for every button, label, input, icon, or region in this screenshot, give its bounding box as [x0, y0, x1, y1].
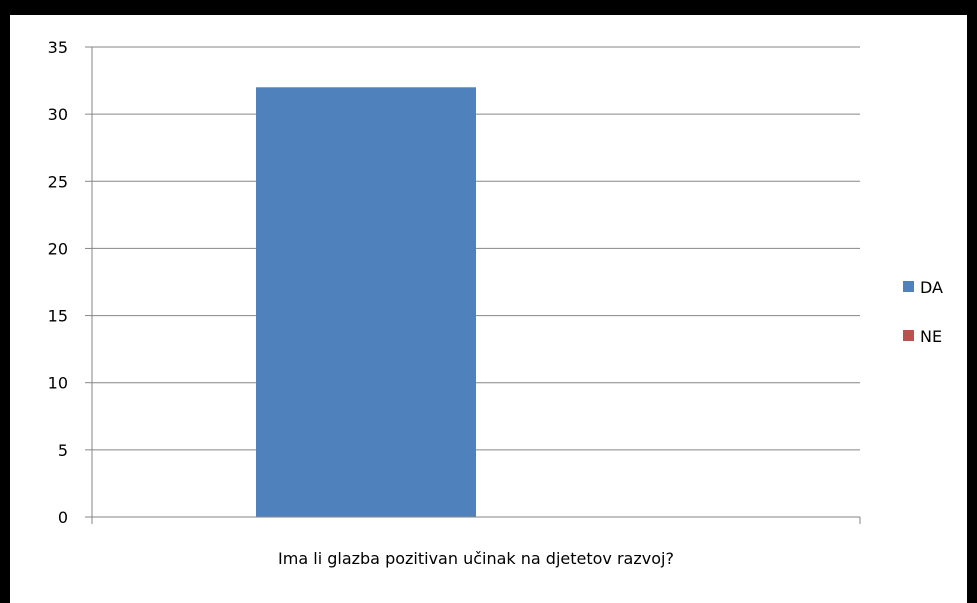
legend: DA NE: [903, 278, 943, 346]
y-tick-label-30: 30: [48, 105, 68, 124]
y-tick-label-35: 35: [48, 38, 68, 57]
legend-swatch-ne: [903, 330, 914, 341]
legend-swatch-da: [903, 281, 914, 292]
y-axis-ticks: 0 5 10 15 20 25 30 35: [48, 38, 92, 527]
chart-frame: [10, 15, 967, 603]
y-tick-label-0: 0: [58, 508, 68, 527]
legend-label-ne: NE: [920, 327, 942, 346]
legend-label-da: DA: [920, 278, 943, 297]
y-tick-label-25: 25: [48, 172, 68, 191]
y-tick-label-15: 15: [48, 307, 68, 326]
bar-da: [256, 87, 476, 518]
x-category-label: Ima li glazba pozitivan učinak na djetet…: [278, 549, 674, 568]
y-tick-label-5: 5: [58, 441, 68, 460]
bars: [256, 87, 476, 518]
y-tick-label-10: 10: [48, 374, 68, 393]
y-tick-label-20: 20: [48, 239, 68, 258]
